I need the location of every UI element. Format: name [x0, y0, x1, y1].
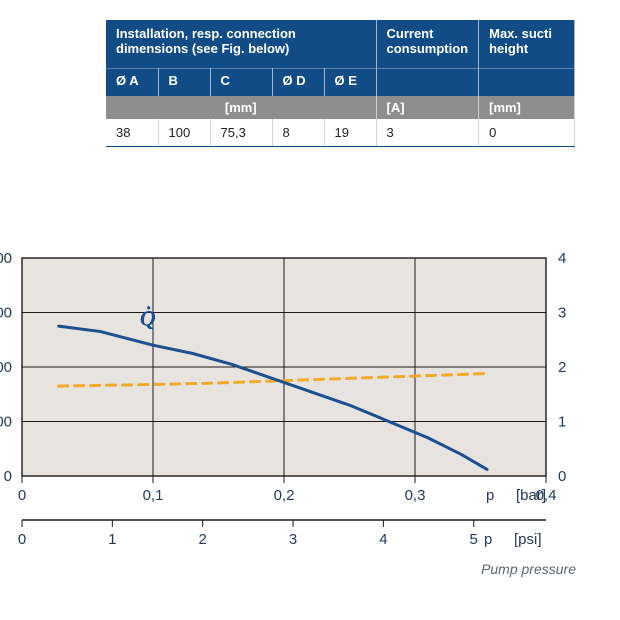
- svg-text:1: 1: [108, 531, 116, 548]
- col-b: B: [158, 68, 210, 96]
- cell-d: 8: [272, 119, 324, 147]
- svg-text:0: 0: [4, 468, 12, 485]
- cell-e: 19: [324, 119, 376, 147]
- svg-text:4: 4: [558, 250, 566, 267]
- svg-text:0,3: 0,3: [405, 487, 426, 504]
- cell-b: 100: [158, 119, 210, 147]
- pump-chart: 0000000000123400,10,20,30,4p[bar]012345p…: [0, 248, 610, 608]
- col-d: Ø D: [272, 68, 324, 96]
- svg-text:[psi]: [psi]: [514, 531, 542, 548]
- svg-text:1: 1: [558, 414, 566, 431]
- svg-text:00: 00: [0, 305, 12, 322]
- unit-mm: [mm]: [106, 96, 376, 119]
- svg-text:0: 0: [558, 468, 566, 485]
- svg-text:00: 00: [0, 359, 12, 376]
- unit-suc: [mm]: [479, 96, 575, 119]
- hdr-dimensions: Installation, resp. connection dimension…: [106, 20, 376, 68]
- spec-table: Installation, resp. connection dimension…: [106, 20, 575, 147]
- table-header-cols: Ø A B C Ø D Ø E: [106, 68, 575, 96]
- cell-suc: 0: [479, 119, 575, 147]
- svg-text:p: p: [484, 531, 492, 548]
- svg-text:0,1: 0,1: [143, 487, 164, 504]
- col-a: Ø A: [106, 68, 158, 96]
- unit-a: [A]: [376, 96, 479, 119]
- cell-a: 38: [106, 119, 158, 147]
- chart-svg: 0000000000123400,10,20,30,4p[bar]012345p…: [0, 248, 620, 608]
- svg-text:0: 0: [18, 487, 26, 504]
- svg-text:2: 2: [199, 531, 207, 548]
- hdr-suction: Max. suctiheight: [479, 20, 575, 68]
- cell-c: 75,3: [210, 119, 272, 147]
- svg-text:3: 3: [289, 531, 297, 548]
- svg-text:Pump pressure: Pump pressure: [481, 561, 576, 577]
- table-header-groups: Installation, resp. connection dimension…: [106, 20, 575, 68]
- svg-text:3: 3: [558, 305, 566, 322]
- svg-text:0,2: 0,2: [274, 487, 295, 504]
- svg-text:4: 4: [379, 531, 387, 548]
- svg-text:[bar]: [bar]: [516, 487, 546, 504]
- cell-cur: 3: [376, 119, 479, 147]
- table-data-row: 38 100 75,3 8 19 3 0: [106, 119, 575, 147]
- svg-text:Q̇: Q̇: [140, 306, 156, 331]
- svg-text:5: 5: [470, 531, 478, 548]
- col-c: C: [210, 68, 272, 96]
- svg-text:0: 0: [18, 531, 26, 548]
- svg-text:00: 00: [0, 250, 12, 267]
- svg-text:2: 2: [558, 359, 566, 376]
- col-e: Ø E: [324, 68, 376, 96]
- hdr-current: Current consumption: [376, 20, 479, 68]
- svg-text:p: p: [486, 487, 494, 504]
- table-units-row: [mm] [A] [mm]: [106, 96, 575, 119]
- svg-text:00: 00: [0, 414, 12, 431]
